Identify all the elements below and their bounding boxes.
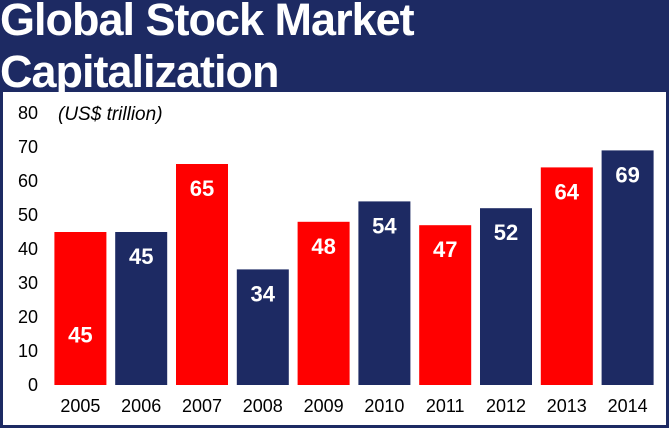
bar-2013	[540, 167, 593, 385]
x-axis: 2005 2006 2007 2008 2009 2010 2011 2012 2013 2014	[60, 396, 647, 416]
data-label: 34	[251, 281, 276, 306]
data-label: 45	[68, 323, 92, 348]
bar-2007	[176, 164, 228, 385]
y-tick-label: 30	[18, 273, 38, 293]
y-tick-label: 0	[28, 375, 38, 395]
y-tick-label: 20	[18, 307, 38, 327]
bar-2011	[419, 225, 472, 385]
x-tick-label: 2007	[182, 396, 222, 416]
x-tick-label: 2009	[304, 396, 344, 416]
bar-2005	[54, 232, 107, 385]
data-label: 65	[190, 176, 214, 201]
data-label: 69	[615, 162, 639, 187]
x-tick-label: 2011	[426, 396, 465, 416]
data-label: 48	[311, 234, 335, 259]
x-tick-label: 2005	[60, 396, 100, 416]
x-tick-label: 2010	[364, 396, 404, 416]
x-tick-label: 2006	[121, 396, 161, 416]
bar-2012	[480, 208, 532, 385]
data-label: 45	[129, 244, 153, 269]
unit-label: (US$ trillion)	[58, 104, 163, 125]
data-label: 52	[494, 220, 518, 245]
y-tick-label: 40	[18, 239, 38, 259]
chart-title: Global Stock Market Capitalization	[0, 0, 415, 97]
bar-2009	[297, 221, 350, 385]
bar-2006	[115, 232, 168, 385]
y-tick-label: 60	[18, 171, 38, 191]
data-label: 47	[433, 237, 457, 262]
y-axis: 0 10 20 30 40 50 60 70 80	[18, 103, 38, 395]
x-tick-label: 2014	[608, 396, 648, 416]
bars: 45 45 65 34 48 54 47 52 64 69	[54, 150, 654, 385]
x-tick-label: 2012	[486, 396, 526, 416]
y-tick-label: 70	[18, 137, 38, 157]
bar-2008	[236, 269, 289, 385]
y-tick-label: 80	[18, 103, 38, 123]
data-label: 54	[372, 213, 397, 238]
y-tick-label: 10	[18, 341, 38, 361]
title-banner: Global Stock Market Capitalization	[0, 0, 669, 97]
bar-2014	[601, 150, 654, 385]
bar-2010	[358, 201, 411, 385]
data-label: 64	[555, 179, 580, 204]
x-tick-label: 2008	[243, 396, 283, 416]
y-tick-label: 50	[18, 205, 38, 225]
x-tick-label: 2013	[547, 396, 587, 416]
